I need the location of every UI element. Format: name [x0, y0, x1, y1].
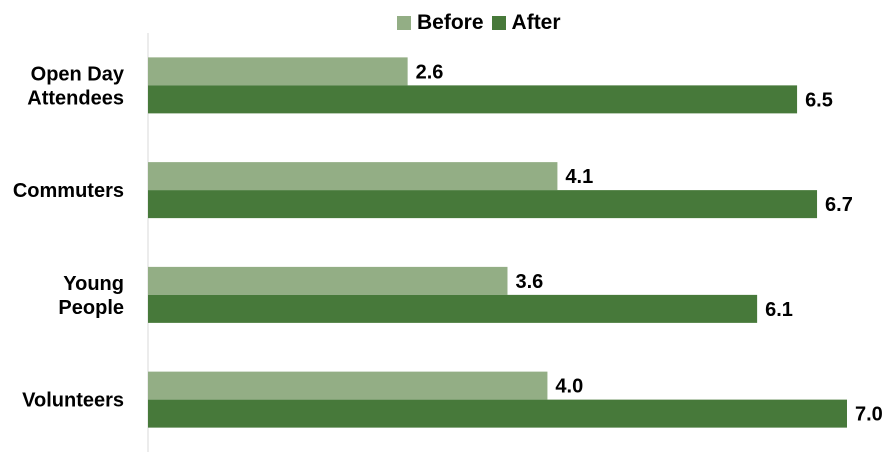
legend-item-after: After: [491, 11, 561, 35]
data-label-after: 6.1: [765, 299, 793, 321]
data-label-before: 4.0: [555, 376, 583, 398]
bar-after: [148, 190, 818, 219]
data-label-before: 3.6: [515, 271, 543, 293]
data-label-after: 7.0: [855, 404, 883, 426]
category-label: Open Day Attendees: [27, 63, 125, 109]
bar-after: [148, 399, 847, 428]
legend-label-after: After: [511, 11, 561, 34]
category-label: Volunteers: [22, 390, 124, 412]
category-label: Commuters: [13, 180, 124, 202]
bar-before: [148, 266, 508, 295]
bar-before: [148, 162, 558, 191]
data-label-before: 4.1: [565, 166, 593, 188]
bar-after: [148, 294, 758, 323]
bar-before: [148, 57, 408, 86]
legend-label-before: Before: [417, 11, 484, 34]
legend-swatch-after: [491, 16, 506, 30]
legend: Before After: [397, 9, 561, 37]
data-label-after: 6.5: [805, 89, 833, 111]
legend-swatch-before: [397, 16, 411, 30]
category-label: Young People: [58, 273, 124, 319]
bar-after: [148, 85, 798, 114]
data-label-before: 2.6: [416, 61, 444, 83]
data-label-after: 6.7: [825, 194, 853, 216]
legend-item-before: Before: [397, 11, 484, 35]
bar-before: [148, 371, 548, 400]
